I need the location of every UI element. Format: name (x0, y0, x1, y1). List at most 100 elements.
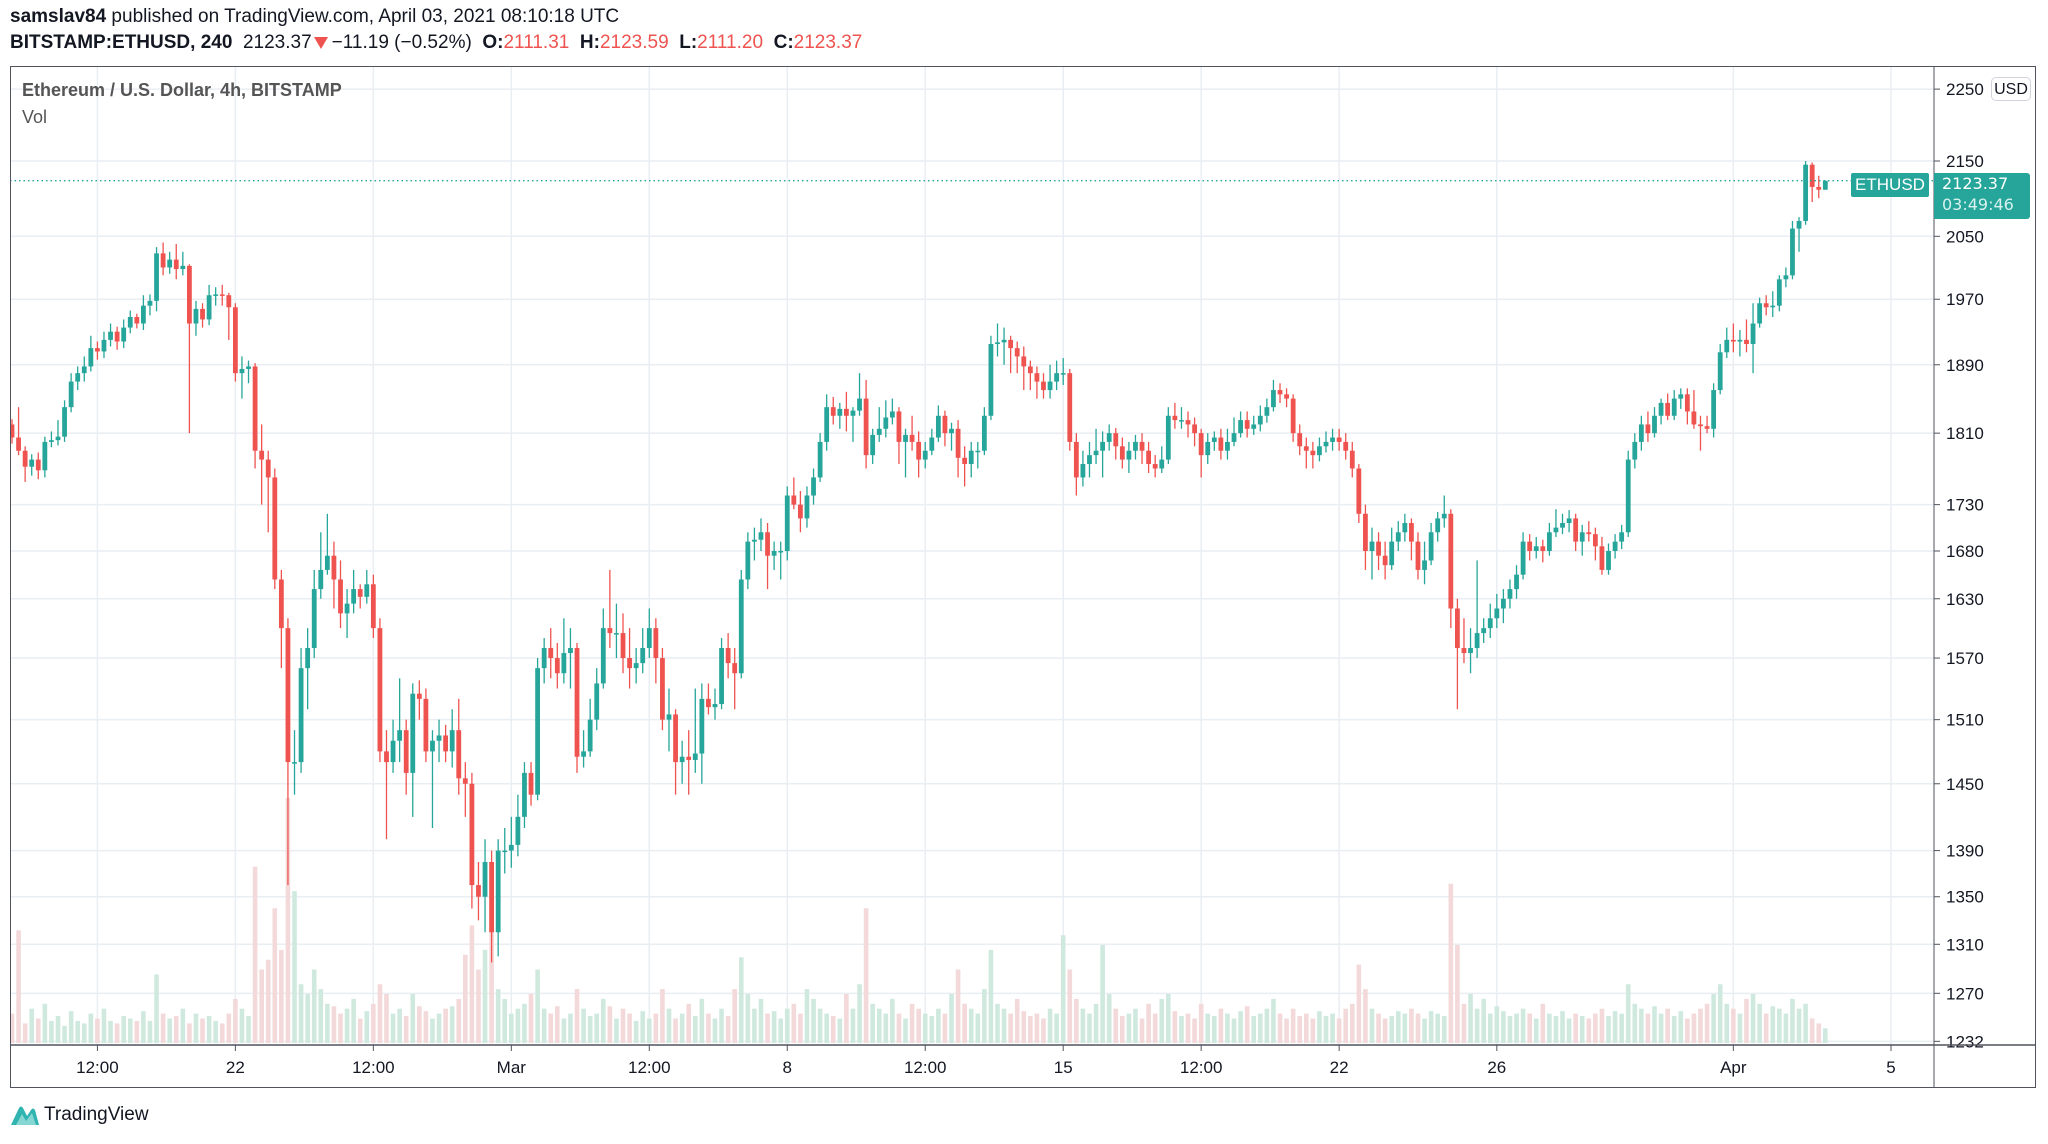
volume-bar (417, 1006, 422, 1043)
volume-bar (371, 1003, 376, 1043)
candle-body (614, 633, 619, 635)
candle-body (548, 648, 554, 659)
candle-body (1093, 450, 1099, 456)
volume-bar (1612, 1011, 1618, 1043)
candle-body (738, 579, 744, 674)
volume-bar (1126, 1013, 1132, 1043)
candle-body (1494, 608, 1500, 619)
volume-bar (752, 1008, 757, 1043)
volume-bar (863, 908, 869, 1043)
volume-bar (1744, 998, 1749, 1043)
candle-body (1533, 546, 1539, 551)
volume-bar (463, 954, 468, 1043)
volume-bar (909, 1003, 915, 1043)
volume-bar (555, 1006, 560, 1043)
volume-bar (489, 930, 494, 1043)
volume-bar (601, 998, 606, 1043)
volume-bar (1586, 1018, 1592, 1043)
price-tick-label: 1890 (1946, 356, 1984, 375)
candle-body (1251, 424, 1257, 429)
candle-body (988, 344, 994, 416)
volume-bar (1271, 998, 1276, 1043)
volume-bar (160, 1013, 166, 1043)
candle-body (771, 550, 777, 556)
volume-bar (857, 984, 862, 1043)
volume-bar (449, 1006, 455, 1043)
candle-body (1290, 398, 1296, 434)
candle-body (581, 751, 586, 757)
volume-bar (574, 989, 580, 1043)
volume-bar (916, 1008, 921, 1043)
candle-body (811, 477, 816, 496)
candle-body (1461, 648, 1467, 654)
candle-body (719, 648, 724, 705)
candle-body (305, 648, 311, 669)
volume-bar (1724, 1003, 1730, 1043)
volume-bar (1120, 1016, 1125, 1043)
candle-body (1113, 433, 1119, 447)
candle-body (660, 658, 665, 720)
candle-body (1658, 402, 1664, 416)
volume-bar (844, 994, 849, 1043)
candle-body (397, 730, 403, 741)
tradingview-logo[interactable]: TradingView (10, 1104, 149, 1126)
volume-bar (1218, 1008, 1224, 1043)
time-tick-label: 22 (1330, 1058, 1349, 1077)
volume-bar (1166, 994, 1171, 1043)
candle-body (1119, 446, 1125, 460)
volume-bar (1639, 1008, 1644, 1043)
candle-body (1330, 437, 1335, 442)
candle-body (1546, 532, 1552, 551)
volume-bar (771, 1011, 777, 1043)
candle-body (147, 300, 153, 306)
candle-body (1047, 381, 1053, 391)
candle-body (798, 504, 803, 519)
candle-body (10, 424, 15, 438)
candle-body (449, 730, 455, 752)
volume-bar (541, 1008, 547, 1043)
volume-bar (252, 866, 258, 1043)
volume-bar (784, 1008, 790, 1043)
volume-bar (1205, 1013, 1211, 1043)
candle-body (108, 331, 113, 340)
volume-bar (955, 969, 961, 1043)
volume-bar (1277, 1013, 1283, 1043)
volume-bar (279, 949, 284, 1043)
chart-legend: Ethereum / U.S. Dollar, 4h, BITSTAMP Vol (22, 80, 342, 128)
volume-bar (1402, 1013, 1408, 1043)
volume-bar (1652, 1006, 1657, 1043)
candle-body (1034, 373, 1040, 382)
candle-body (1698, 424, 1703, 427)
author-name[interactable]: samslav84 (10, 6, 107, 27)
candle-body (285, 628, 291, 763)
volume-bar (719, 1008, 724, 1043)
candle-body (1671, 398, 1677, 416)
close-label: C: (773, 32, 794, 53)
candle-body (22, 450, 28, 467)
last-price-tag: 2123.37 03:49:46 (1934, 173, 2030, 219)
volume-bar (443, 1008, 448, 1043)
candle-body (1336, 437, 1342, 442)
candle-body (784, 495, 790, 551)
volume-bar (778, 1018, 783, 1043)
candle-body (1198, 433, 1204, 456)
volume-bar (1455, 945, 1460, 1043)
volume-bar (830, 1016, 836, 1043)
close-value: 2123.37 (793, 32, 863, 53)
volume-bar (633, 1020, 639, 1043)
candle-body (278, 579, 284, 629)
candle-body (213, 294, 219, 296)
candle-body (1363, 513, 1368, 551)
volume-bar (1034, 1013, 1040, 1043)
candle-body (1816, 186, 1822, 190)
volume-bar (1185, 1013, 1191, 1043)
volume-bar (147, 1020, 153, 1043)
candle-body (1573, 518, 1579, 542)
candle-body (1369, 541, 1375, 551)
currency-button[interactable]: USD (1991, 77, 2031, 101)
candle-body (121, 327, 127, 342)
volume-bar (1428, 1011, 1434, 1043)
volume-bar (1074, 998, 1079, 1043)
candle-body (1717, 352, 1723, 391)
